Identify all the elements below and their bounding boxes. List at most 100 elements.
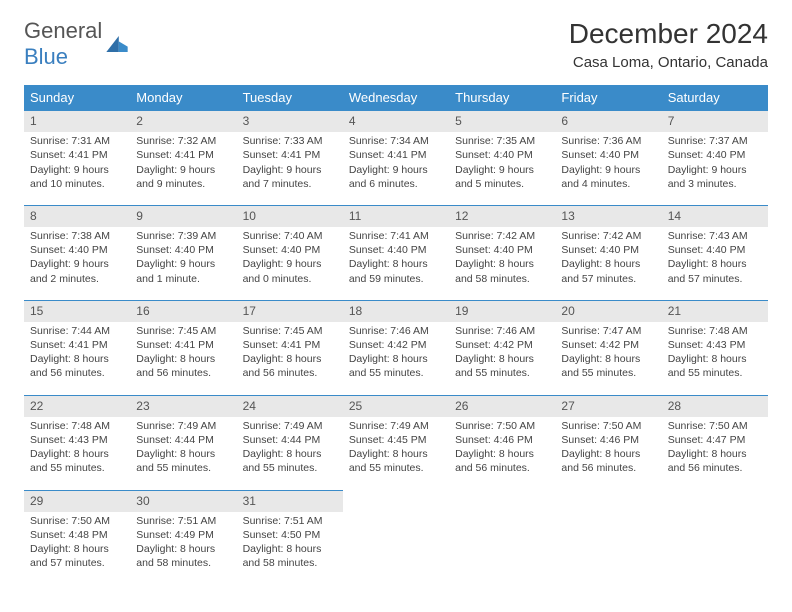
day-number: 13 bbox=[555, 205, 661, 227]
daylight-line: Daylight: 8 hours and 58 minutes. bbox=[136, 543, 215, 569]
daylight-line: Daylight: 8 hours and 55 minutes. bbox=[455, 353, 534, 379]
sunset-line: Sunset: 4:40 PM bbox=[455, 149, 533, 161]
day-number: 14 bbox=[662, 205, 768, 227]
calendar-day: 18 Sunrise: 7:46 AM Sunset: 4:42 PM Dayligh… bbox=[343, 300, 449, 389]
day-number: 11 bbox=[343, 205, 449, 227]
sunrise-line: Sunrise: 7:33 AM bbox=[243, 135, 323, 147]
day-header: Sunday bbox=[24, 85, 130, 110]
day-number: 26 bbox=[449, 395, 555, 417]
sunset-line: Sunset: 4:40 PM bbox=[243, 244, 321, 256]
day-body: Sunrise: 7:40 AMSunset: 4:40 PMDaylight:… bbox=[237, 227, 343, 294]
daylight-line: Daylight: 8 hours and 56 minutes. bbox=[561, 448, 640, 474]
day-body: Sunrise: 7:38 AMSunset: 4:40 PMDaylight:… bbox=[24, 227, 130, 294]
day-header: Monday bbox=[130, 85, 236, 110]
daylight-line: Daylight: 9 hours and 6 minutes. bbox=[349, 164, 428, 190]
calendar-day: 9Sunrise: 7:39 AMSunset: 4:40 PMDaylight… bbox=[130, 205, 236, 294]
calendar-week: 1Sunrise: 7:31 AMSunset: 4:41 PMDaylight… bbox=[24, 110, 768, 199]
calendar-day: 24Sunrise: 7:49 AMSunset: 4:44 PMDayligh… bbox=[237, 395, 343, 484]
calendar-day: 7Sunrise: 7:37 AMSunset: 4:40 PMDaylight… bbox=[662, 110, 768, 199]
day-body: Sunrise: 7:31 AMSunset: 4:41 PMDaylight:… bbox=[24, 132, 130, 199]
sunset-line: Sunset: 4:41 PM bbox=[349, 149, 427, 161]
sunrise-line: Sunrise: 7:39 AM bbox=[136, 230, 216, 242]
sunrise-line: Sunrise: 7:46 AM bbox=[349, 325, 429, 337]
day-number: 5 bbox=[449, 110, 555, 132]
day-number: 17 bbox=[237, 300, 343, 322]
day-body: Sunrise: 7:47 AMSunset: 4:42 PMDaylight:… bbox=[555, 322, 661, 389]
day-number: 23 bbox=[130, 395, 236, 417]
daylight-line: Daylight: 9 hours and 3 minutes. bbox=[668, 164, 747, 190]
day-number: 1 bbox=[24, 110, 130, 132]
calendar-day: . bbox=[449, 490, 555, 579]
sunset-line: Sunset: 4:40 PM bbox=[668, 149, 746, 161]
sunset-line: Sunset: 4:45 PM bbox=[349, 434, 427, 446]
daylight-line: Daylight: 8 hours and 55 minutes. bbox=[30, 448, 109, 474]
calendar-day: 20Sunrise: 7:47 AMSunset: 4:42 PMDayligh… bbox=[555, 300, 661, 389]
day-body: Sunrise: 7:43 AMSunset: 4:40 PMDaylight:… bbox=[662, 227, 768, 294]
sunrise-line: Sunrise: 7:51 AM bbox=[243, 515, 323, 527]
daylight-line: Daylight: 9 hours and 10 minutes. bbox=[30, 164, 109, 190]
day-body: Sunrise: 7:50 AMSunset: 4:48 PMDaylight:… bbox=[24, 512, 130, 579]
title-block: December 2024 Casa Loma, Ontario, Canada bbox=[569, 18, 768, 71]
calendar-day: 14Sunrise: 7:43 AMSunset: 4:40 PMDayligh… bbox=[662, 205, 768, 294]
daylight-line: Daylight: 8 hours and 57 minutes. bbox=[30, 543, 109, 569]
calendar-day: 2Sunrise: 7:32 AMSunset: 4:41 PMDaylight… bbox=[130, 110, 236, 199]
day-number: 2 bbox=[130, 110, 236, 132]
calendar-day: 26Sunrise: 7:50 AMSunset: 4:46 PMDayligh… bbox=[449, 395, 555, 484]
day-number: 9 bbox=[130, 205, 236, 227]
daylight-line: Daylight: 8 hours and 55 minutes. bbox=[561, 353, 640, 379]
daylight-line: Daylight: 8 hours and 57 minutes. bbox=[561, 258, 640, 284]
sunrise-line: Sunrise: 7:42 AM bbox=[455, 230, 535, 242]
calendar-day: 16Sunrise: 7:45 AMSunset: 4:41 PMDayligh… bbox=[130, 300, 236, 389]
sunset-line: Sunset: 4:40 PM bbox=[349, 244, 427, 256]
daylight-line: Daylight: 8 hours and 55 minutes. bbox=[349, 353, 428, 379]
day-body: Sunrise: 7:42 AMSunset: 4:40 PMDaylight:… bbox=[449, 227, 555, 294]
sunrise-line: Sunrise: 7:51 AM bbox=[136, 515, 216, 527]
day-body: Sunrise: 7:39 AMSunset: 4:40 PMDaylight:… bbox=[130, 227, 236, 294]
daylight-line: Daylight: 8 hours and 56 minutes. bbox=[243, 353, 322, 379]
sunrise-line: Sunrise: 7:50 AM bbox=[30, 515, 110, 527]
sunrise-line: Sunrise: 7:40 AM bbox=[243, 230, 323, 242]
day-number: 18 bbox=[343, 300, 449, 322]
calendar-day: 6Sunrise: 7:36 AMSunset: 4:40 PMDaylight… bbox=[555, 110, 661, 199]
sunrise-line: Sunrise: 7:44 AM bbox=[30, 325, 110, 337]
sunset-line: Sunset: 4:42 PM bbox=[349, 339, 427, 351]
sunrise-line: Sunrise: 7:41 AM bbox=[349, 230, 429, 242]
day-number: 31 bbox=[237, 490, 343, 512]
daylight-line: Daylight: 8 hours and 57 minutes. bbox=[668, 258, 747, 284]
sunrise-line: Sunrise: 7:34 AM bbox=[349, 135, 429, 147]
day-number: 21 bbox=[662, 300, 768, 322]
daylight-line: Daylight: 8 hours and 55 minutes. bbox=[349, 448, 428, 474]
day-body: Sunrise: 7:50 AMSunset: 4:46 PMDaylight:… bbox=[555, 417, 661, 484]
day-number: 20 bbox=[555, 300, 661, 322]
day-number: 3 bbox=[237, 110, 343, 132]
calendar-day: 12Sunrise: 7:42 AMSunset: 4:40 PMDayligh… bbox=[449, 205, 555, 294]
daylight-line: Daylight: 8 hours and 58 minutes. bbox=[455, 258, 534, 284]
day-header-row: SundayMondayTuesdayWednesdayThursdayFrid… bbox=[24, 85, 768, 110]
day-body: Sunrise: 7:48 AMSunset: 4:43 PMDaylight:… bbox=[662, 322, 768, 389]
sunrise-line: Sunrise: 7:31 AM bbox=[30, 135, 110, 147]
sunrise-line: Sunrise: 7:42 AM bbox=[561, 230, 641, 242]
sunrise-line: Sunrise: 7:46 AM bbox=[455, 325, 535, 337]
sunset-line: Sunset: 4:49 PM bbox=[136, 529, 214, 541]
sunrise-line: Sunrise: 7:35 AM bbox=[455, 135, 535, 147]
sunset-line: Sunset: 4:43 PM bbox=[30, 434, 108, 446]
calendar-day: 27Sunrise: 7:50 AMSunset: 4:46 PMDayligh… bbox=[555, 395, 661, 484]
daylight-line: Daylight: 8 hours and 55 minutes. bbox=[243, 448, 322, 474]
day-header: Tuesday bbox=[237, 85, 343, 110]
day-body: Sunrise: 7:33 AMSunset: 4:41 PMDaylight:… bbox=[237, 132, 343, 199]
day-body: Sunrise: 7:36 AMSunset: 4:40 PMDaylight:… bbox=[555, 132, 661, 199]
daylight-line: Daylight: 8 hours and 58 minutes. bbox=[243, 543, 322, 569]
day-number: 22 bbox=[24, 395, 130, 417]
month-title: December 2024 bbox=[569, 18, 768, 50]
sunset-line: Sunset: 4:50 PM bbox=[243, 529, 321, 541]
calendar-day: 15Sunrise: 7:44 AMSunset: 4:41 PMDayligh… bbox=[24, 300, 130, 389]
sunrise-line: Sunrise: 7:32 AM bbox=[136, 135, 216, 147]
logo-mark-icon bbox=[106, 36, 128, 52]
calendar-day: 21Sunrise: 7:48 AMSunset: 4:43 PMDayligh… bbox=[662, 300, 768, 389]
day-body: Sunrise: 7:32 AMSunset: 4:41 PMDaylight:… bbox=[130, 132, 236, 199]
day-number: 30 bbox=[130, 490, 236, 512]
sunrise-line: Sunrise: 7:49 AM bbox=[243, 420, 323, 432]
sunrise-line: Sunrise: 7:50 AM bbox=[561, 420, 641, 432]
sunrise-line: Sunrise: 7:50 AM bbox=[668, 420, 748, 432]
calendar-day: 31 Sunrise: 7:51 AM Sunset: 4:50 PM Dayligh… bbox=[237, 490, 343, 579]
